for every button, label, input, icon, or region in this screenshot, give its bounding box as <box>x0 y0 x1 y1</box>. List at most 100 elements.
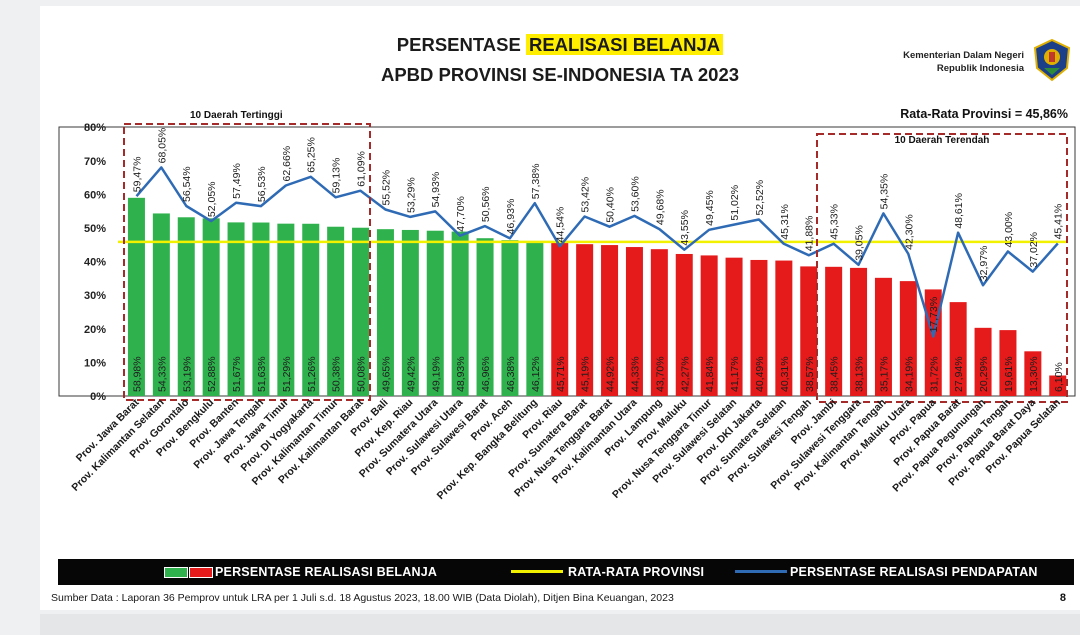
bar <box>874 277 892 396</box>
revenue-value-label: 52,05% <box>206 181 218 217</box>
legend-green-swatch <box>164 567 188 578</box>
bar-value-label: 41,84% <box>704 356 716 392</box>
page-number: 8 <box>1059 592 1066 604</box>
revenue-value-label: 61,09% <box>356 151 368 187</box>
bar-value-label: 13,30% <box>1028 356 1040 392</box>
y-tick-label: 10% <box>84 357 106 369</box>
bar <box>401 229 419 396</box>
top-10-group-box <box>123 123 371 401</box>
bar <box>551 242 569 396</box>
bar-value-label: 46,96% <box>480 356 492 392</box>
bar-value-label: 45,71% <box>555 356 567 392</box>
y-tick-label: 60% <box>84 189 106 201</box>
bar-value-label: 51,29% <box>281 356 293 392</box>
bar <box>974 327 992 396</box>
top-10-label: 10 Daerah Tertinggi <box>190 110 283 121</box>
bar-value-label: 40,31% <box>779 356 791 392</box>
y-tick-label: 50% <box>84 223 106 235</box>
bar <box>227 222 245 396</box>
bar-value-label: 38,13% <box>854 356 866 392</box>
y-tick-label: 80% <box>84 122 106 134</box>
bar <box>1024 351 1042 396</box>
bar <box>1049 375 1067 396</box>
y-tick-label: 40% <box>84 257 106 269</box>
legend-average-label: RATA-RATA PROVINSI <box>568 565 705 579</box>
revenue-value-label: 59,47% <box>131 157 143 193</box>
bar-value-label: 20,29% <box>978 356 990 392</box>
y-tick-label: 20% <box>84 324 106 336</box>
bar <box>277 223 295 396</box>
y-tick-label: 0% <box>90 391 106 403</box>
bar-value-label: 46,38% <box>505 356 517 392</box>
bar-value-label: 49,19% <box>430 356 442 392</box>
bar-value-label: 49,65% <box>380 356 392 392</box>
revenue-value-label: 32,97% <box>978 246 990 282</box>
revenue-value-label: 48,61% <box>953 193 965 229</box>
revenue-value-label: 45,41% <box>1053 204 1065 240</box>
bar-value-label: 48,93% <box>455 356 467 392</box>
title-highlight: REALISASI BELANJA <box>525 34 724 55</box>
bar <box>476 238 494 396</box>
agency-line2: Republik Indonesia <box>936 63 1024 74</box>
revenue-value-label: 41,88% <box>804 216 816 252</box>
window-bottom-strip <box>40 614 1080 635</box>
revenue-value-label: 57,38% <box>530 164 542 200</box>
bar-value-label: 34,19% <box>903 356 915 392</box>
revenue-value-label: 39,05% <box>854 225 866 261</box>
kemendagri-logo-icon <box>1033 38 1071 82</box>
bar <box>177 217 195 396</box>
bar <box>625 247 643 396</box>
bar <box>352 227 370 396</box>
revenue-value-label: 50,56% <box>480 186 492 222</box>
bar <box>725 257 743 396</box>
bar <box>650 249 668 396</box>
slide: PERSENTASE REALISASI BELANJA APBD PROVIN… <box>40 6 1080 610</box>
bar <box>202 218 220 396</box>
bar <box>302 223 320 396</box>
y-tick-label: 30% <box>84 290 106 302</box>
legend-average-swatch <box>511 570 563 573</box>
agency-name: Kementerian Dalam Negeri Republik Indone… <box>903 49 1024 75</box>
bar-value-label: 49,42% <box>405 356 417 392</box>
legend: PERSENTASE REALISASI BELANJA RATA-RATA P… <box>58 559 1074 585</box>
bar <box>152 213 170 396</box>
agency-line1: Kementerian Dalam Negeri <box>903 50 1024 61</box>
revenue-value-label: 49,68% <box>654 189 666 225</box>
bar-value-label: 54,33% <box>156 356 168 392</box>
province-average-label: Rata-Rata Provinsi = 45,86% <box>900 107 1068 121</box>
bar-value-label: 27,94% <box>953 356 965 392</box>
chart-area: 0% 10% 20% 30% 40% 50% 60% 70% 80% 58,98% 54,33% 53… <box>58 122 1076 502</box>
revenue-value-label: 43,55% <box>679 210 691 246</box>
bar <box>700 255 718 396</box>
bar-value-label: 46,12% <box>530 356 542 392</box>
revenue-line <box>135 166 1059 338</box>
revenue-value-label: 56,53% <box>256 166 268 202</box>
bar-value-label: 42,27% <box>679 356 691 392</box>
revenue-value-label: 42,30% <box>903 214 915 250</box>
revenue-value-label: 46,93% <box>505 199 517 235</box>
bar <box>426 230 444 396</box>
bar <box>526 241 544 396</box>
bar-value-label: 43,70% <box>654 356 666 392</box>
bar <box>376 229 394 396</box>
bar-value-label: 6,10% <box>1053 362 1065 392</box>
bar-value-label: 50,08% <box>356 356 368 392</box>
revenue-value-label: 17,73% <box>928 297 940 333</box>
bar <box>576 244 594 396</box>
revenue-value-label: 54,35% <box>878 174 890 210</box>
bar-value-label: 50,38% <box>331 356 343 392</box>
bar <box>252 222 270 396</box>
revenue-value-label: 68,05% <box>156 128 168 164</box>
bar <box>800 266 818 396</box>
bottom-10-label: 10 Daerah Terendah <box>895 135 990 146</box>
bar-value-label: 44,33% <box>629 356 641 392</box>
y-tick-label: 70% <box>84 156 106 168</box>
bar-value-label: 52,88% <box>206 356 218 392</box>
bar <box>675 253 693 396</box>
bar <box>501 240 519 396</box>
bar-value-label: 58,98% <box>131 356 143 392</box>
bar <box>451 231 469 396</box>
bar <box>825 266 843 396</box>
revenue-value-label: 57,49% <box>231 163 243 199</box>
bar-value-label: 38,57% <box>804 356 816 392</box>
